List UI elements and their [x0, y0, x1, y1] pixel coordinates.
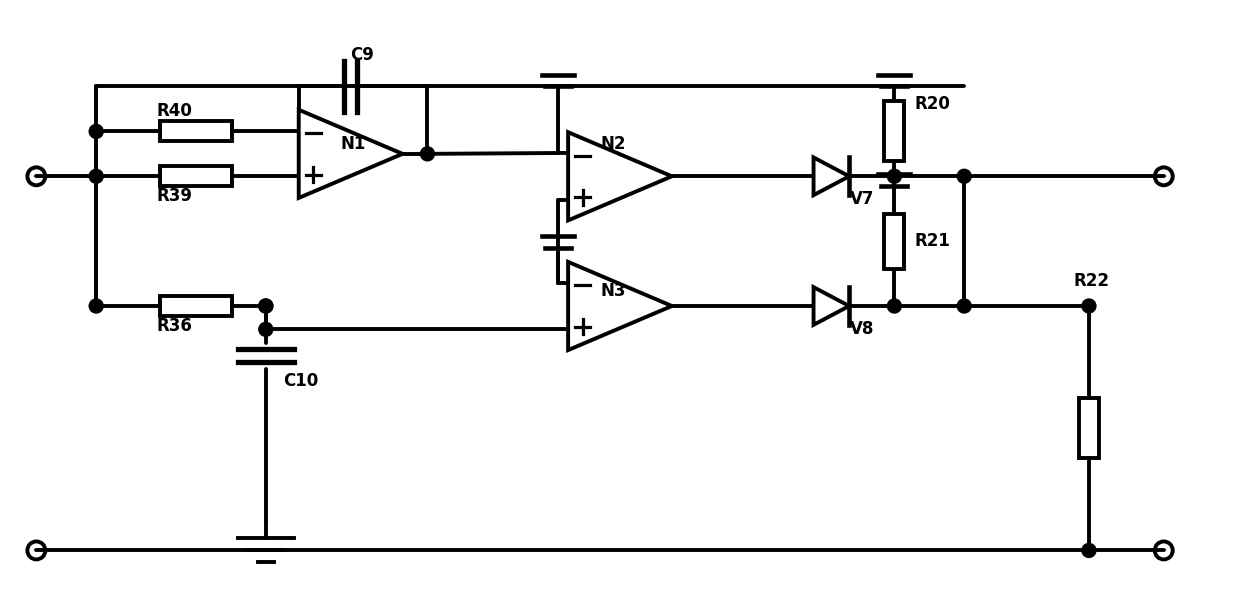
- Polygon shape: [814, 158, 849, 195]
- Circle shape: [259, 299, 273, 313]
- FancyBboxPatch shape: [160, 121, 232, 141]
- FancyBboxPatch shape: [160, 296, 232, 316]
- Circle shape: [958, 299, 971, 313]
- Text: C9: C9: [351, 45, 374, 64]
- Polygon shape: [299, 110, 403, 198]
- Text: R20: R20: [914, 96, 950, 113]
- Text: N1: N1: [341, 135, 366, 153]
- FancyBboxPatch shape: [885, 214, 904, 268]
- Text: R39: R39: [156, 187, 192, 205]
- Circle shape: [958, 169, 971, 183]
- Text: R22: R22: [1074, 272, 1110, 290]
- FancyBboxPatch shape: [885, 101, 904, 161]
- Circle shape: [259, 322, 273, 336]
- Circle shape: [887, 169, 901, 183]
- Text: N2: N2: [600, 135, 626, 153]
- Text: R21: R21: [914, 232, 950, 250]
- Text: V8: V8: [850, 320, 873, 338]
- FancyBboxPatch shape: [160, 166, 232, 186]
- Text: C10: C10: [282, 372, 318, 390]
- Circle shape: [89, 169, 103, 183]
- Circle shape: [1082, 544, 1097, 558]
- Text: V7: V7: [850, 190, 873, 208]
- Circle shape: [1082, 299, 1097, 313]
- Text: R40: R40: [156, 102, 192, 121]
- Circle shape: [420, 147, 435, 161]
- Text: N3: N3: [600, 282, 626, 300]
- Circle shape: [887, 299, 901, 313]
- Polygon shape: [814, 287, 849, 325]
- Circle shape: [259, 299, 273, 313]
- Circle shape: [89, 124, 103, 138]
- Text: R36: R36: [156, 317, 192, 335]
- Polygon shape: [569, 262, 672, 350]
- Circle shape: [89, 299, 103, 313]
- Polygon shape: [569, 132, 672, 221]
- FancyBboxPatch shape: [1079, 398, 1099, 458]
